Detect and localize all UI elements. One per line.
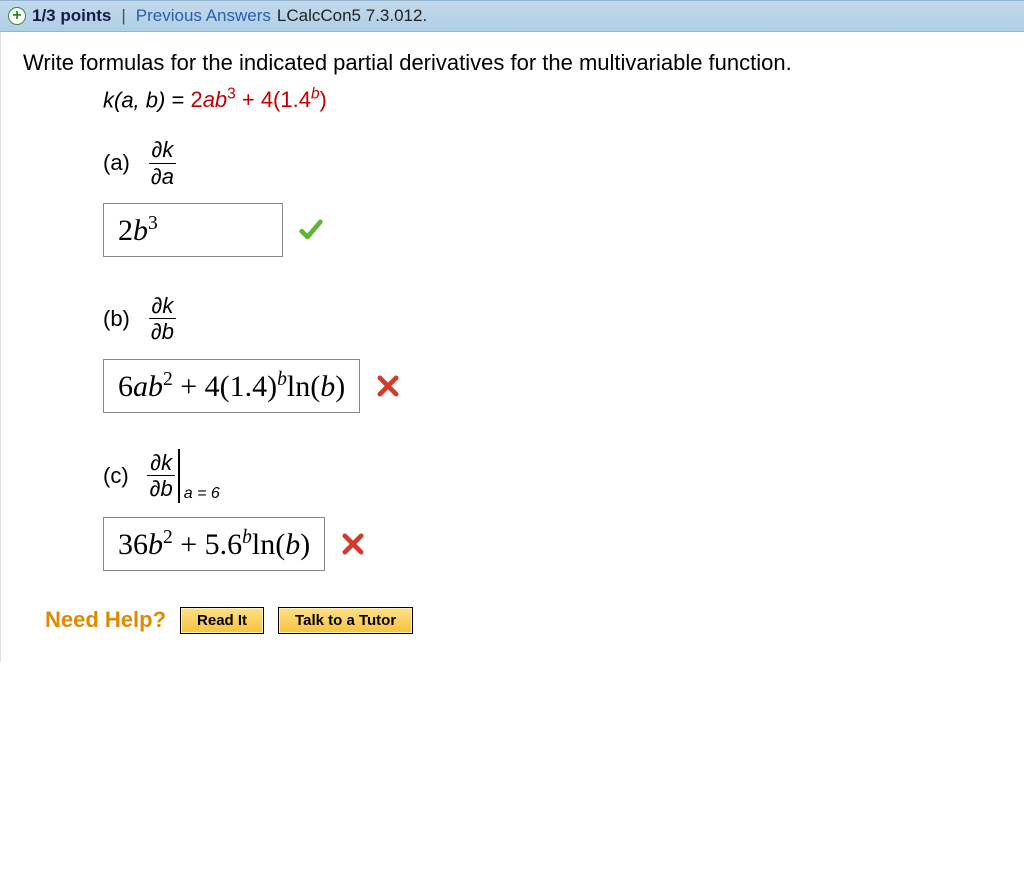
need-help-row: Need Help? Read It Talk to a Tutor: [45, 607, 1002, 634]
part-a: (a) ∂k ∂a 2b3: [103, 137, 1002, 257]
partial-dk-db: ∂k ∂b: [148, 293, 177, 345]
function-definition: k(a, b) = 2ab3 + 4(1.4b): [103, 86, 1002, 113]
answer-box-a[interactable]: 2b3: [103, 203, 283, 257]
question-header: + 1/3 points | Previous Answers LCalcCon…: [0, 0, 1024, 32]
partial-dk-da: ∂k ∂a: [148, 137, 177, 189]
question-id: LCalcCon5 7.3.012.: [277, 6, 427, 26]
points-text: 1/3 points: [32, 6, 111, 26]
question-prompt: Write formulas for the indicated partial…: [23, 50, 1002, 76]
divider: |: [121, 6, 125, 26]
talk-to-tutor-button[interactable]: Talk to a Tutor: [278, 607, 413, 634]
expand-icon[interactable]: +: [8, 7, 26, 25]
previous-answers-link[interactable]: Previous Answers: [136, 6, 271, 26]
answer-box-c[interactable]: 36b2 + 5.6bln(b): [103, 517, 325, 571]
need-help-label: Need Help?: [45, 607, 166, 633]
read-it-button[interactable]: Read It: [180, 607, 264, 634]
part-a-label: (a): [103, 150, 130, 176]
part-b-label: (b): [103, 306, 130, 332]
part-b: (b) ∂k ∂b 6ab2 + 4(1.4)bln(b): [103, 293, 1002, 413]
partial-dk-db-eval: ∂k ∂b: [147, 450, 176, 502]
part-b-header: (b) ∂k ∂b: [103, 293, 1002, 345]
part-c-label: (c): [103, 463, 129, 489]
eval-bar: a = 6: [178, 449, 220, 503]
answer-box-b[interactable]: 6ab2 + 4(1.4)bln(b): [103, 359, 360, 413]
part-c: (c) ∂k ∂b a = 6 36b2 + 5.6bln(b): [103, 449, 1002, 571]
part-a-header: (a) ∂k ∂a: [103, 137, 1002, 189]
x-icon: [339, 530, 367, 558]
check-icon: [297, 216, 325, 244]
x-icon: [374, 372, 402, 400]
part-c-header: (c) ∂k ∂b a = 6: [103, 449, 1002, 503]
question-content: Write formulas for the indicated partial…: [0, 32, 1024, 662]
